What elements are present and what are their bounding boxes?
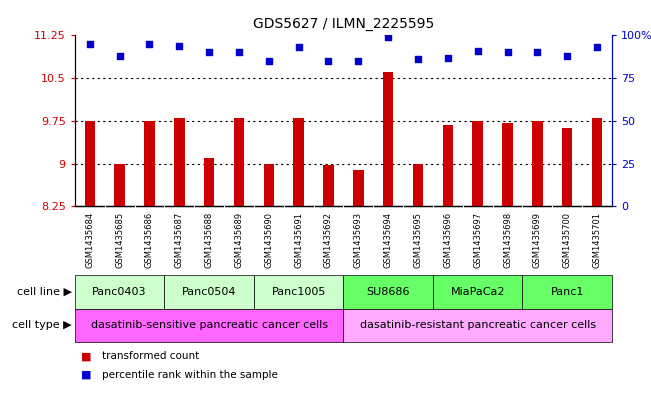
Text: percentile rank within the sample: percentile rank within the sample (102, 370, 278, 380)
Text: ■: ■ (81, 351, 92, 361)
Bar (562, 128, 572, 206)
Bar (443, 125, 453, 206)
Point (562, 53, 572, 59)
Point (324, 58, 334, 64)
Bar (353, 171, 363, 206)
Text: GSM1435684: GSM1435684 (85, 212, 94, 268)
Text: GSM1435692: GSM1435692 (324, 212, 333, 268)
Bar (522, 275, 612, 309)
Text: cell type ▶: cell type ▶ (12, 320, 72, 330)
Point (383, 34, 393, 40)
Text: GSM1435686: GSM1435686 (145, 212, 154, 268)
Text: Panc1005: Panc1005 (271, 287, 326, 297)
Bar (324, 165, 334, 206)
Point (503, 49, 513, 55)
Bar (294, 118, 304, 206)
Point (592, 44, 602, 50)
Text: GSM1435691: GSM1435691 (294, 212, 303, 268)
Bar (115, 163, 125, 206)
Bar (85, 121, 95, 206)
Bar (75, 275, 164, 309)
Point (145, 41, 155, 47)
Text: dasatinib-resistant pancreatic cancer cells: dasatinib-resistant pancreatic cancer ce… (359, 320, 596, 330)
Point (234, 49, 244, 55)
Bar (204, 158, 214, 206)
Text: SU8686: SU8686 (367, 287, 410, 297)
Bar (473, 121, 483, 206)
Bar (383, 72, 393, 206)
Text: ■: ■ (81, 370, 92, 380)
Text: GSM1435688: GSM1435688 (204, 212, 214, 268)
Point (443, 55, 453, 61)
Bar (503, 123, 513, 206)
Bar (433, 275, 522, 309)
Bar (592, 118, 602, 206)
Text: GSM1435689: GSM1435689 (234, 212, 243, 268)
Text: GSM1435700: GSM1435700 (562, 212, 572, 268)
Text: GSM1435698: GSM1435698 (503, 212, 512, 268)
Text: GSM1435687: GSM1435687 (175, 212, 184, 268)
Point (294, 44, 304, 50)
Text: GSM1435701: GSM1435701 (592, 212, 602, 268)
Text: Panc0403: Panc0403 (92, 287, 147, 297)
Text: GSM1435694: GSM1435694 (383, 212, 393, 268)
Text: Panc1: Panc1 (551, 287, 584, 297)
Point (532, 49, 542, 55)
Text: GSM1435699: GSM1435699 (533, 212, 542, 268)
Point (115, 53, 125, 59)
Point (413, 56, 423, 62)
Text: GSM1435697: GSM1435697 (473, 212, 482, 268)
Point (264, 58, 274, 64)
Text: cell line ▶: cell line ▶ (17, 287, 72, 297)
Text: Panc0504: Panc0504 (182, 287, 236, 297)
Point (473, 48, 483, 54)
Bar (174, 118, 184, 206)
Point (85, 41, 95, 47)
Text: GSM1435685: GSM1435685 (115, 212, 124, 268)
Bar (164, 275, 254, 309)
Point (174, 42, 184, 49)
Text: MiaPaCa2: MiaPaCa2 (450, 287, 505, 297)
Text: GSM1435690: GSM1435690 (264, 212, 273, 268)
Bar (344, 275, 433, 309)
Bar (413, 163, 423, 206)
Bar (344, 309, 612, 342)
Bar (254, 275, 344, 309)
Text: GSM1435696: GSM1435696 (443, 212, 452, 268)
Text: GDS5627 / ILMN_2225595: GDS5627 / ILMN_2225595 (253, 17, 434, 31)
Point (204, 49, 214, 55)
Bar (264, 163, 274, 206)
Text: GSM1435695: GSM1435695 (413, 212, 422, 268)
Text: dasatinib-sensitive pancreatic cancer cells: dasatinib-sensitive pancreatic cancer ce… (90, 320, 327, 330)
Bar (532, 121, 542, 206)
Bar (75, 309, 344, 342)
Bar (234, 118, 244, 206)
Point (353, 58, 363, 64)
Bar (145, 121, 155, 206)
Text: transformed count: transformed count (102, 351, 199, 361)
Text: GSM1435693: GSM1435693 (354, 212, 363, 268)
